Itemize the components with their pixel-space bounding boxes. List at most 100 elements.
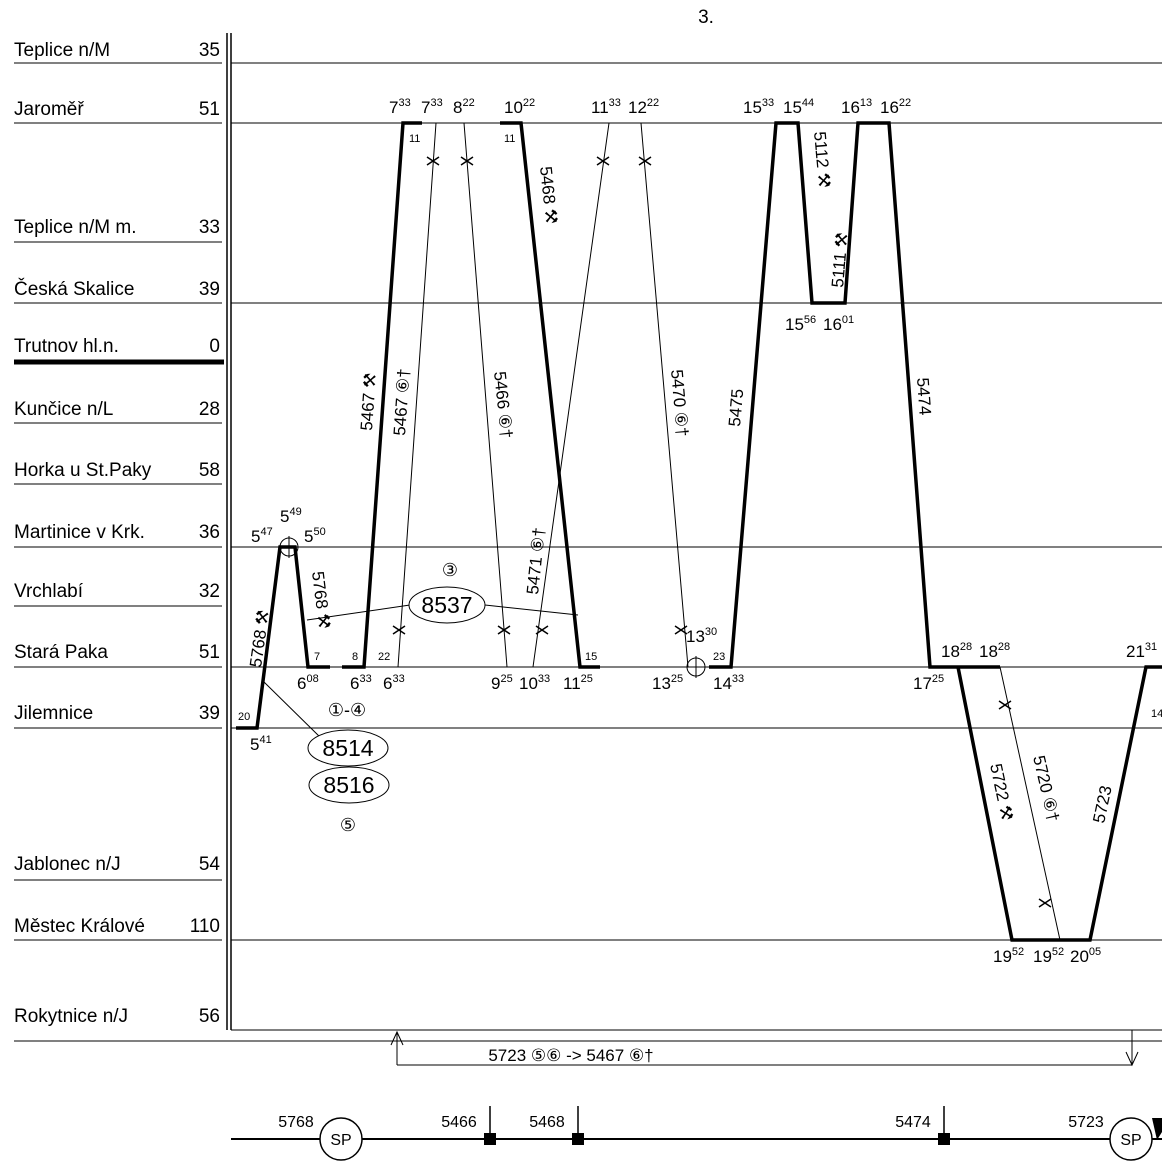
vehicle-oval — [307, 729, 389, 767]
time-label: 547 — [251, 526, 273, 546]
timeline-label: 5768 — [278, 1114, 314, 1131]
vehicle-days: ⑤ — [340, 815, 356, 835]
station-name: Horka u St.Paky — [14, 460, 152, 481]
vehicle-oval — [308, 766, 390, 804]
time-label: 1222 — [628, 97, 659, 117]
station-name: Jablonec n/J — [14, 854, 121, 875]
station-km: 33 — [199, 217, 220, 238]
time-label: 1330 — [686, 626, 717, 646]
station-km: 28 — [199, 399, 220, 420]
train-label: 5723 — [1089, 784, 1115, 825]
track-number: 20 — [238, 711, 250, 723]
station-list: Teplice n/M 35 Jaroměř 51 Teplice n/M m.… — [14, 40, 1162, 1042]
train-label: 5468 ⚒ — [536, 165, 561, 224]
time-label: 633 — [383, 673, 405, 693]
track-number: 11 — [409, 133, 420, 145]
time-label: 1952 — [1033, 946, 1064, 966]
train-label: 5471 ⑥† — [523, 527, 549, 596]
vehicle-pointer — [484, 604, 579, 616]
time-label: 1433 — [713, 673, 744, 693]
time-label: 1544 — [783, 97, 814, 117]
track-number: 14 — [1151, 708, 1162, 720]
train-label: 5470 ⑥† — [667, 369, 692, 438]
train-label: 5720 ⑥† — [1029, 754, 1063, 824]
station-name: Česká Skalice — [14, 278, 134, 300]
time-label: 549 — [280, 506, 302, 526]
vehicle-pointer — [263, 681, 324, 741]
time-label: 2005 — [1070, 946, 1101, 966]
train-label: 5768 ⚒ — [246, 609, 273, 669]
time-label: 1613 — [841, 97, 872, 117]
station-name: Trutnov hl.n. — [14, 336, 119, 357]
train-label: 5466 ⑥† — [490, 370, 516, 439]
train-label: 5474 — [913, 377, 935, 416]
station-km: 56 — [199, 1006, 220, 1027]
station-name: Teplice n/M m. — [14, 217, 136, 238]
vehicle-number: 8514 — [322, 735, 373, 761]
station-km: 51 — [199, 642, 220, 663]
station-km: 0 — [209, 336, 220, 357]
time-label: 2131 — [1126, 641, 1157, 661]
time-label: 1828 — [941, 641, 972, 661]
vehicle-number: 8516 — [323, 772, 374, 798]
station-name: Jaroměř — [14, 99, 84, 120]
time-label: 1952 — [993, 946, 1024, 966]
time-label: 1125 — [563, 673, 593, 693]
time-label: 1725 — [913, 673, 944, 693]
timeline-label: 5466 — [441, 1114, 477, 1131]
transfer-note — [390, 1030, 1139, 1067]
train-path-5467-6 — [380, 122, 706, 668]
svg-text:SP: SP — [1120, 1132, 1141, 1149]
time-label: 1556 — [785, 314, 816, 334]
time-label: 1622 — [880, 97, 911, 117]
crossing-ticks — [392, 156, 1052, 908]
vehicle-timeline: SP 5768 5466 5468 5474 SP 5723 — [231, 1106, 1162, 1161]
station-km: 54 — [199, 854, 221, 875]
track-number: 7 — [314, 651, 320, 663]
station-km: 39 — [199, 703, 220, 724]
thick-train-paths — [236, 121, 1162, 942]
transfer-text: 5723 ⑤⑥ -> 5467 ⑥† — [488, 1046, 653, 1065]
time-label: 822 — [453, 97, 475, 117]
timeline-end-badge — [1109, 1117, 1153, 1161]
station-name: Teplice n/M — [14, 40, 110, 61]
train-label: 5467 ⚒ — [357, 372, 380, 431]
timeline-label: 5474 — [895, 1114, 931, 1131]
station-km: 36 — [199, 522, 220, 543]
time-label: 733 — [389, 97, 411, 117]
train-label: 5467 ⑥† — [390, 368, 414, 436]
train-path-5468 — [500, 121, 600, 669]
timeline-start-badge — [319, 1117, 363, 1161]
station-km: 58 — [199, 460, 220, 481]
timeline-label: 5468 — [529, 1114, 565, 1131]
vehicle-oval — [408, 586, 486, 624]
vehicle-pointer — [306, 604, 411, 621]
time-label: 1022 — [504, 97, 535, 117]
track-number: 11 — [504, 133, 515, 145]
time-label: 633 — [350, 673, 372, 693]
time-label: 1533 — [743, 97, 774, 117]
track-number: 22 — [378, 651, 390, 663]
station-name: Martinice v Krk. — [14, 522, 145, 543]
train-path-5768 — [236, 545, 330, 730]
time-label: 733 — [421, 97, 443, 117]
station-name: Vrchlabí — [14, 581, 84, 602]
station-grid — [231, 62, 1162, 1031]
station-name: Jilemnice — [14, 703, 93, 724]
track-number: 8 — [352, 651, 358, 663]
time-label: 541 — [250, 734, 272, 754]
train-path-5467 — [342, 121, 422, 669]
train-path-5722 — [956, 665, 1162, 942]
station-name: Městec Králové — [14, 916, 145, 937]
track-numbers: 20 7 8 22 11 11 15 23 14 — [238, 133, 1162, 723]
vehicle-labels: ③ 8537 ①-④ 8514 8516 ⑤ — [307, 560, 486, 835]
timeline-label: 5723 — [1068, 1114, 1104, 1131]
time-label: 1325 — [652, 673, 683, 693]
station-km: 39 — [199, 279, 220, 300]
time-label: 550 — [304, 526, 326, 546]
track-number: 15 — [585, 651, 597, 663]
train-label: 5112 ⚒ — [810, 131, 834, 189]
station-km: 32 — [199, 581, 220, 602]
vehicle-days: ①-④ — [328, 700, 366, 720]
